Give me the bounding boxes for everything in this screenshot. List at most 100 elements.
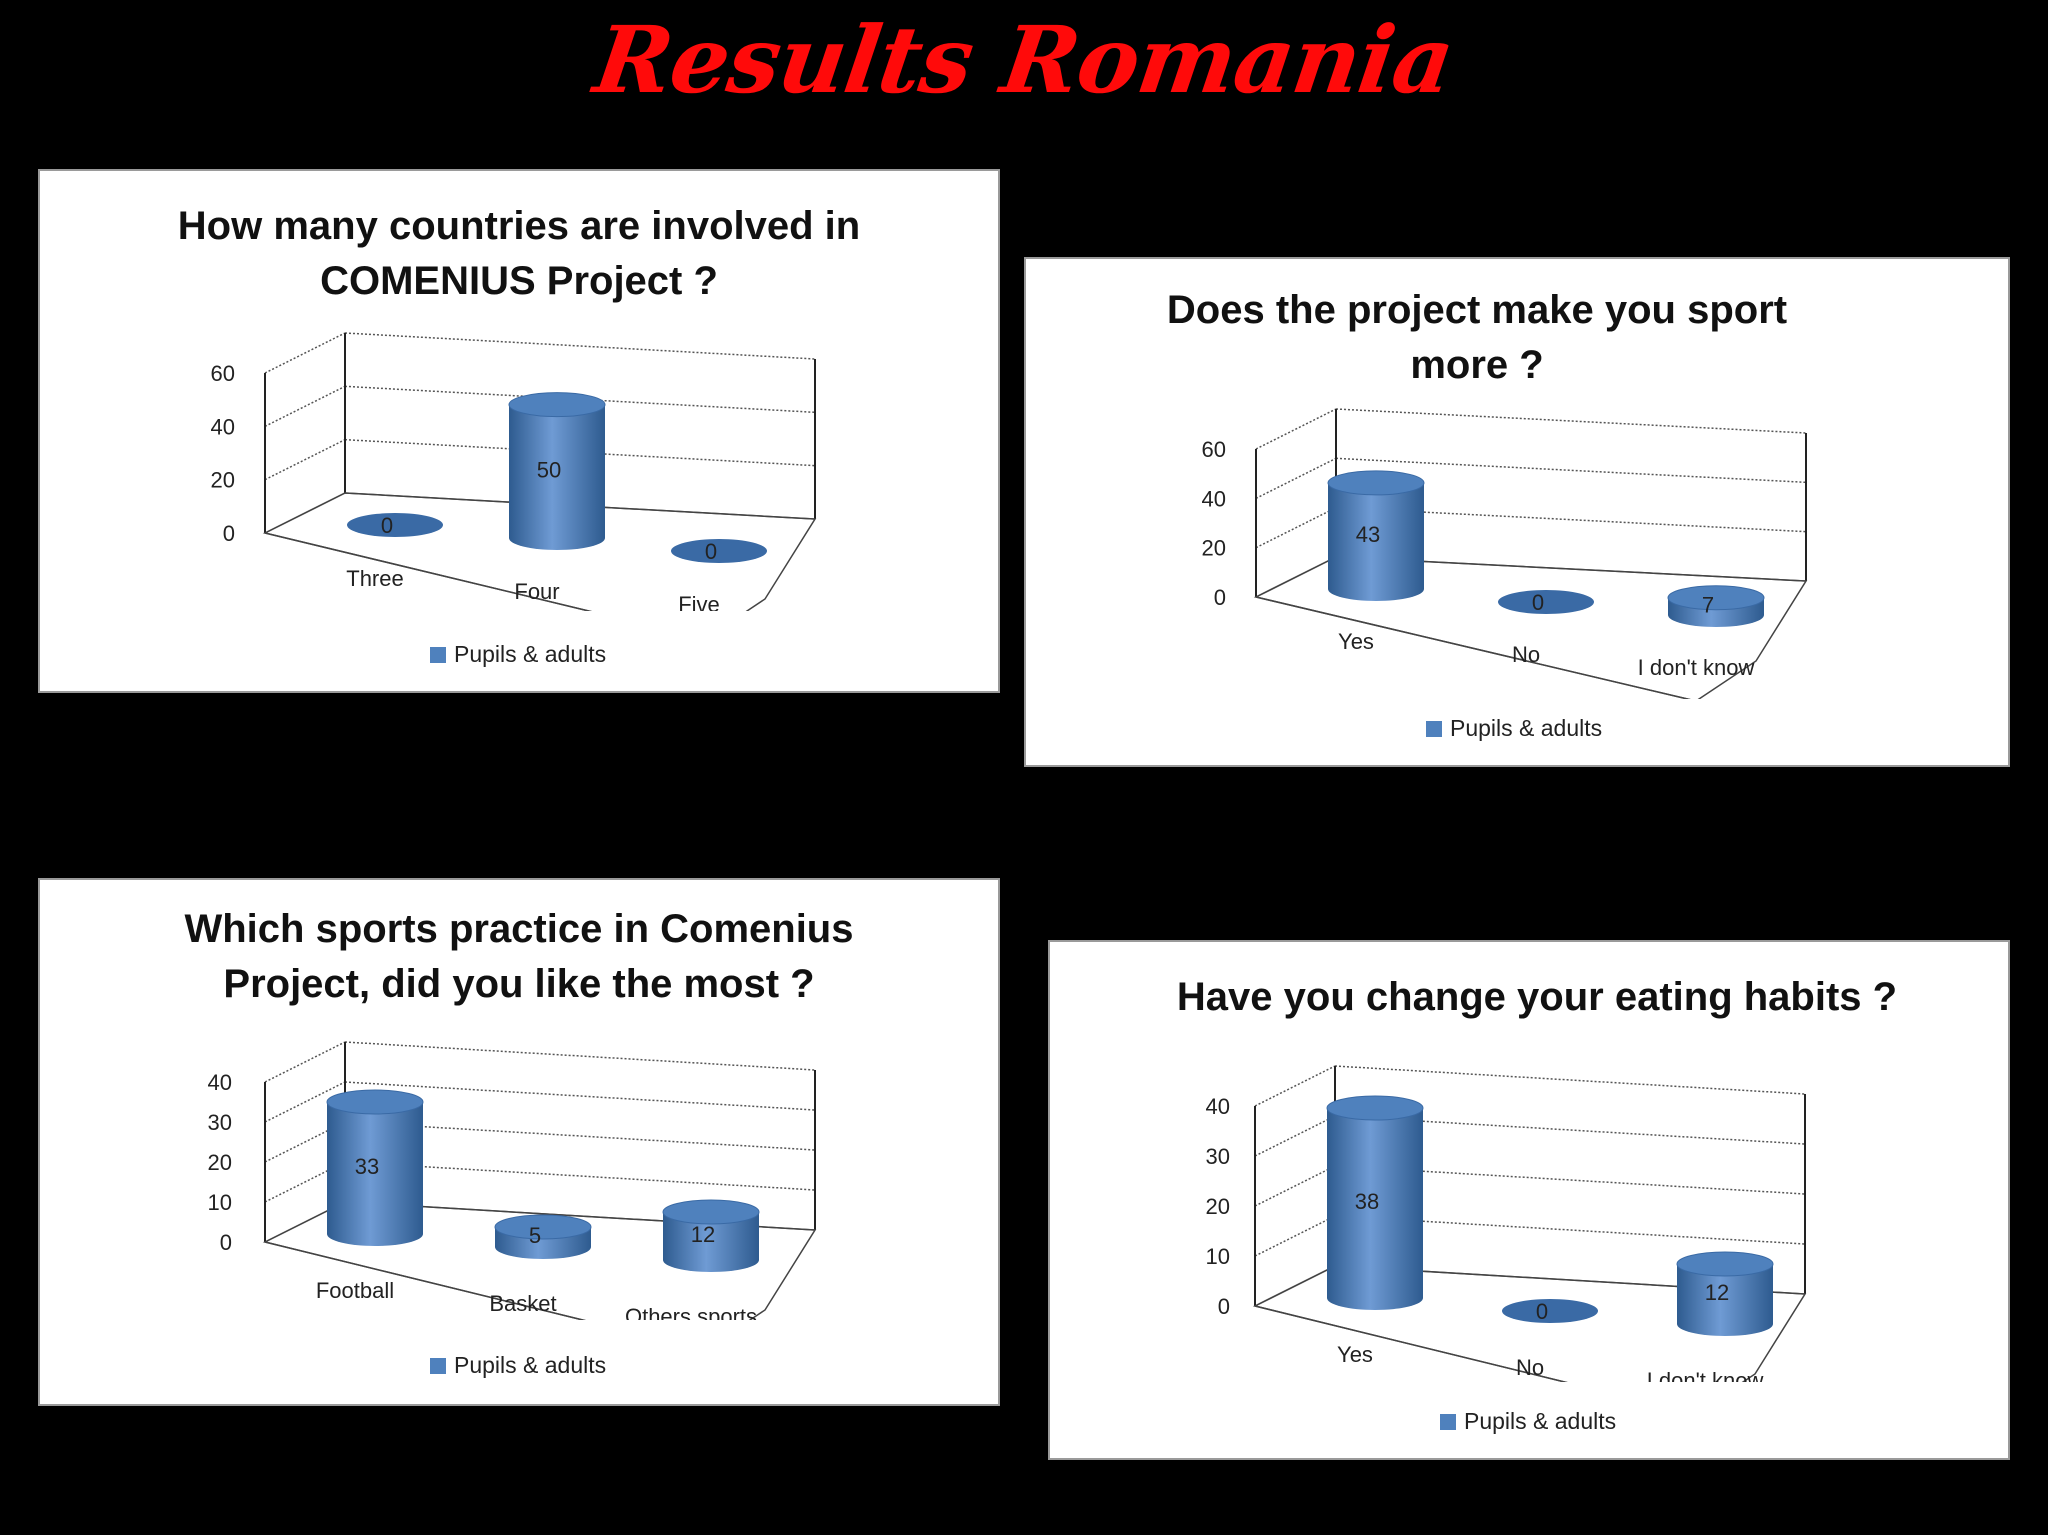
bar-i-don-t-know: 12 bbox=[1676, 1251, 1774, 1336]
gridline-side bbox=[264, 385, 346, 428]
x-tick-label: Football bbox=[316, 1278, 394, 1303]
bar-body bbox=[1328, 482, 1424, 601]
chart-panel-countries: How many countries are involved in COMEN… bbox=[38, 169, 1000, 693]
chart-body: 0 20 40 60 0 Three 50 Four 0 Five bbox=[211, 332, 817, 611]
y-tick-label: 60 bbox=[1202, 437, 1226, 462]
chart-body: 0 10 20 30 40 38 Yes 0 No 12 I don't know bbox=[1206, 1065, 1807, 1382]
floor bbox=[262, 492, 817, 611]
y-tick-label: 0 bbox=[223, 521, 235, 546]
bar-top bbox=[1502, 1299, 1598, 1323]
floor-front-edge bbox=[264, 1241, 586, 1320]
chart-title-line-1: Have you change your eating habits ? bbox=[1176, 975, 1898, 1019]
x-tick-label: No bbox=[1512, 642, 1540, 667]
floor-front-edge bbox=[264, 532, 592, 611]
y-tick-label: 20 bbox=[1202, 536, 1226, 561]
gridline-back bbox=[344, 1161, 816, 1191]
data-label: 33 bbox=[355, 1154, 379, 1179]
bar-three: 0 bbox=[347, 513, 443, 538]
x-tick-label: Yes bbox=[1337, 1342, 1373, 1367]
chart-title-line-1: Which sports practice in Comenius bbox=[184, 907, 854, 951]
legend-swatch bbox=[430, 1357, 446, 1374]
x-tick-label: I don't know bbox=[1638, 655, 1755, 680]
bar-yes: 43 bbox=[1327, 470, 1425, 601]
bar-no: 0 bbox=[1502, 1299, 1598, 1324]
bar-top bbox=[326, 1089, 424, 1115]
legend-label: Pupils & adults bbox=[1464, 1408, 1617, 1434]
chart-panel-sport-more: Does the project make you sport more ? 0… bbox=[1024, 257, 2010, 767]
bar-top bbox=[1676, 1251, 1774, 1277]
gridline-side bbox=[1254, 1165, 1336, 1207]
bar-body bbox=[1677, 1264, 1773, 1336]
data-label: 0 bbox=[1536, 1299, 1548, 1324]
chart-title-line-1: Does the project make you sport bbox=[1166, 288, 1788, 332]
x-tick-label: No bbox=[1516, 1355, 1544, 1380]
bar-basket: 5 bbox=[494, 1214, 592, 1259]
legend: Pupils & adults bbox=[430, 641, 606, 668]
y-tick-label: 60 bbox=[211, 361, 235, 386]
legend-label: Pupils & adults bbox=[454, 641, 607, 667]
chart-panel-sports-liked: Which sports practice in Comenius Projec… bbox=[38, 878, 1000, 1406]
chart-title-line-2: more ? bbox=[1410, 343, 1544, 387]
gridline-back bbox=[1334, 1215, 1806, 1245]
gridline-back bbox=[344, 1081, 816, 1111]
data-label: 12 bbox=[1705, 1280, 1729, 1305]
chart-panel-eating-habits: Have you change your eating habits ? 0 10… bbox=[1048, 940, 2010, 1460]
gridline-side bbox=[264, 1081, 346, 1123]
y-tick-label: 20 bbox=[211, 468, 235, 493]
gridline-back bbox=[344, 1041, 816, 1071]
bar-top bbox=[662, 1199, 760, 1225]
gridline-side bbox=[1254, 1065, 1336, 1107]
chart-title: Have you change your eating habits ? bbox=[1058, 970, 2016, 1025]
y-tick-label: 30 bbox=[1206, 1144, 1230, 1169]
bar-top bbox=[1667, 585, 1765, 611]
x-tick-label: Three bbox=[346, 566, 403, 591]
x-tick-label: Yes bbox=[1338, 629, 1374, 654]
data-label: 0 bbox=[705, 539, 717, 564]
bar-i-don-t-know: 7 bbox=[1667, 585, 1765, 627]
data-label: 5 bbox=[529, 1223, 541, 1248]
chart-title: Which sports practice in Comenius Projec… bbox=[40, 902, 998, 1012]
y-tick-label: 0 bbox=[1214, 585, 1226, 610]
gridline-side bbox=[264, 1121, 346, 1163]
data-label: 50 bbox=[537, 457, 561, 482]
bar-football: 33 bbox=[326, 1089, 424, 1246]
gridline-back bbox=[344, 332, 816, 360]
bar-top bbox=[1326, 1095, 1424, 1121]
bar-top bbox=[508, 392, 606, 418]
legend-label: Pupils & adults bbox=[1450, 715, 1603, 741]
legend: Pupils & adults bbox=[430, 1352, 606, 1379]
gridline-back bbox=[344, 1121, 816, 1151]
bar-top bbox=[494, 1214, 592, 1240]
bar-top bbox=[347, 513, 443, 537]
y-tick-label: 20 bbox=[1206, 1194, 1230, 1219]
legend: Pupils & adults bbox=[1440, 1408, 1616, 1435]
bar-top bbox=[671, 539, 767, 563]
y-tick-label: 10 bbox=[208, 1190, 232, 1215]
y-tick-label: 20 bbox=[208, 1150, 232, 1175]
data-label: 12 bbox=[691, 1222, 715, 1247]
chart-title-line-2: Project, did you like the most ? bbox=[223, 962, 815, 1006]
chart-plot: 0 10 20 30 40 38 Yes 0 No 12 I don't know bbox=[1206, 1065, 1807, 1382]
gridline-side bbox=[264, 332, 346, 374]
gridline-side bbox=[1254, 1115, 1336, 1157]
gridline-side bbox=[1255, 408, 1337, 450]
floor-front-edge bbox=[1255, 596, 1691, 699]
y-tick-label: 0 bbox=[1218, 1294, 1230, 1319]
y-tick-label: 40 bbox=[211, 414, 235, 439]
gridline-back bbox=[1335, 408, 1807, 434]
y-tick-label: 40 bbox=[1206, 1094, 1230, 1119]
chart-plot: 0 10 20 30 40 33 Football 5 Basket 12 Others sport… bbox=[208, 1041, 817, 1320]
bar-body bbox=[1327, 1108, 1423, 1310]
gridline-back bbox=[1334, 1065, 1806, 1095]
chart-body: 0 10 20 30 40 33 Football 5 Basket 12 Others sport… bbox=[208, 1041, 817, 1320]
chart-title-line-2: COMENIUS Project ? bbox=[320, 259, 718, 303]
y-tick-label: 40 bbox=[1202, 486, 1226, 511]
x-tick-label: Basket bbox=[489, 1291, 556, 1316]
gridline-back bbox=[344, 385, 816, 414]
bar-five: 0 bbox=[671, 539, 767, 564]
x-tick-label: I don't know bbox=[1647, 1368, 1764, 1382]
chart-body: 0 20 40 60 43 Yes 0 No 7 I don't know bbox=[1202, 408, 1808, 699]
gridline-side bbox=[1254, 1215, 1336, 1257]
chart-title: Does the project make you sport more ? bbox=[986, 283, 1968, 393]
data-label: 0 bbox=[381, 513, 393, 538]
